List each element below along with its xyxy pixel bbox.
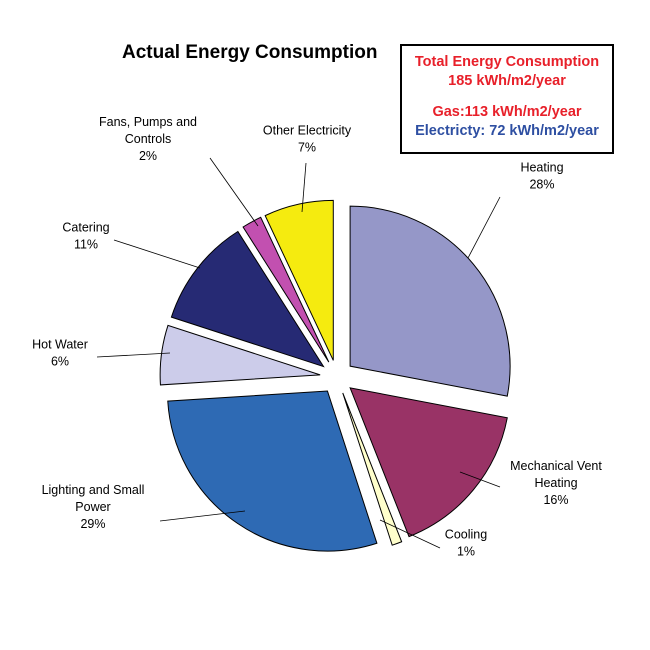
leader-line (96, 352, 171, 358)
pie-slice-lighting-and-small-power (167, 390, 378, 552)
slice-label-cooling: Cooling 1% (445, 528, 487, 559)
slice-label-fans-pumps-and-controls: Fans, Pumps and Controls 2% (99, 115, 197, 163)
slice-label-other-electricity: Other Electricity 7% (263, 124, 352, 155)
slice-label-mechanical-vent-heating: Mechanical Vent Heating 16% (510, 459, 602, 507)
summary-box: Total Energy Consumption 185 kWh/m2/year… (400, 44, 614, 154)
pie-slice-fans-pumps-and-controls (242, 216, 330, 363)
chart-title: Actual Energy Consumption (122, 42, 378, 63)
pie-slice-mechanical-vent-heating (349, 387, 508, 538)
slice-label-hot-water: Hot Water 6% (32, 338, 88, 369)
slice-label-lighting-and-small-power: Lighting and Small Power 29% (42, 483, 145, 531)
pie-slice-heating (349, 205, 511, 397)
pie-slice-other-electricity (264, 199, 334, 361)
leader-line (467, 196, 501, 259)
summary-total-value: 185 kWh/m2/year (448, 73, 566, 89)
slice-label-catering: Catering 11% (62, 221, 109, 252)
pie-slice-hot-water (159, 324, 321, 386)
leader-line (459, 471, 501, 488)
slice-label-heating: Heating 28% (520, 161, 563, 192)
leader-line (209, 157, 259, 227)
summary-gas: Gas:113 kWh/m2/year (432, 104, 582, 120)
pie-slice-cooling (342, 392, 403, 546)
leader-line (113, 239, 201, 269)
leader-line (159, 510, 246, 522)
leader-line (379, 519, 441, 549)
summary-total-label: Total Energy Consumption (414, 54, 600, 70)
summary-electricity: Electricty: 72 kWh/m2/year (415, 123, 599, 139)
pie-slice-catering (170, 230, 325, 368)
leader-line (301, 162, 307, 213)
